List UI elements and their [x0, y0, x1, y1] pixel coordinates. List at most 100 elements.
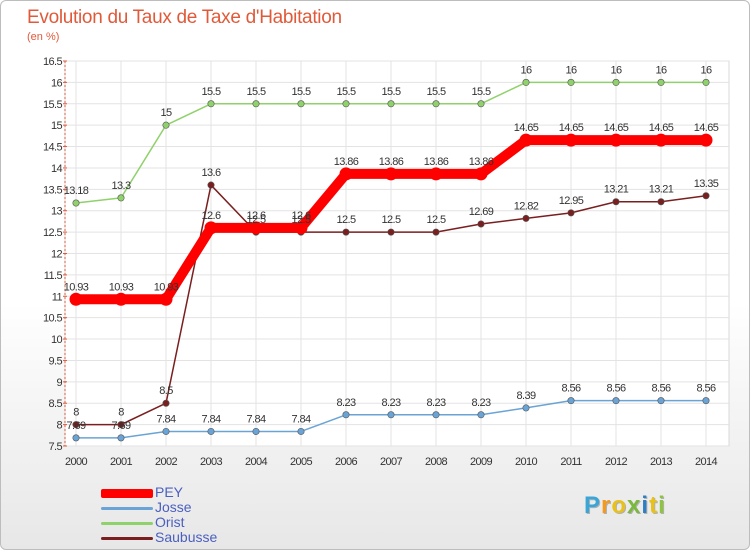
data-point-saubusse — [702, 192, 710, 200]
data-point-josse — [432, 411, 440, 419]
x-tick-label: 2008 — [425, 456, 448, 468]
data-point-saubusse — [162, 399, 170, 407]
chart-subtitle: (en %) — [27, 31, 60, 43]
data-label-orist: 15.5 — [246, 86, 265, 98]
data-label-saubusse: 12.5 — [336, 214, 355, 226]
data-label-josse: 7.84 — [201, 413, 220, 425]
data-point-orist — [207, 100, 215, 108]
data-point-pey — [159, 292, 173, 306]
data-point-josse — [117, 434, 125, 442]
y-tick-label: 9 — [56, 377, 62, 389]
data-label-orist: 15.5 — [291, 86, 310, 98]
data-point-orist — [252, 100, 260, 108]
x-tick-label: 2003 — [200, 456, 223, 468]
y-tick-label: 7.5 — [49, 441, 63, 453]
y-tick-label: 14 — [51, 163, 63, 175]
data-label-josse: 8.23 — [381, 397, 400, 409]
data-point-saubusse — [387, 228, 395, 236]
data-label-orist: 15.5 — [471, 86, 490, 98]
data-label-josse: 7.69 — [66, 420, 85, 432]
data-point-saubusse — [612, 198, 620, 206]
x-tick-label: 2012 — [605, 456, 628, 468]
x-tick-label: 2010 — [515, 456, 538, 468]
data-point-josse — [297, 427, 305, 435]
data-label-josse: 7.69 — [111, 420, 130, 432]
legend-swatch — [101, 488, 153, 498]
data-point-pey — [474, 167, 488, 181]
legend-swatch — [101, 536, 153, 540]
data-label-josse: 7.84 — [291, 413, 310, 425]
logo-letter: P — [584, 492, 602, 519]
logo-letter: o — [611, 492, 628, 519]
data-label-pey: 14.65 — [559, 122, 584, 134]
data-label-orist: 13.3 — [111, 180, 130, 192]
data-label-orist: 15.5 — [336, 86, 355, 98]
data-label-pey: 10.93 — [109, 281, 134, 293]
data-label-josse: 8.56 — [696, 383, 715, 395]
data-point-orist — [432, 100, 440, 108]
data-label-josse: 8.56 — [561, 383, 580, 395]
data-point-josse — [252, 427, 260, 435]
data-label-orist: 15.5 — [381, 86, 400, 98]
logo-letter: x — [627, 492, 642, 519]
data-label-orist: 16 — [610, 64, 622, 76]
data-point-orist — [117, 194, 125, 202]
data-point-pey — [339, 167, 353, 181]
data-label-saubusse: 12.5 — [381, 214, 400, 226]
y-tick-label: 16.5 — [43, 56, 62, 68]
proxiti-logo: Proxiti — [584, 492, 666, 520]
data-label-saubusse: 13.21 — [604, 184, 629, 196]
legend-swatch — [101, 506, 153, 510]
data-point-saubusse — [72, 421, 80, 429]
data-label-orist: 15.5 — [201, 86, 220, 98]
x-tick-label: 2002 — [155, 456, 178, 468]
data-point-saubusse — [522, 214, 530, 222]
data-label-josse: 8.23 — [426, 397, 445, 409]
data-point-pey — [294, 221, 308, 235]
data-label-josse: 8.56 — [606, 383, 625, 395]
data-label-saubusse: 12.5 — [246, 214, 265, 226]
y-tick-label: 11 — [52, 291, 63, 303]
data-label-orist: 15 — [160, 107, 172, 119]
data-point-josse — [207, 427, 215, 435]
data-label-orist: 13.18 — [64, 185, 89, 197]
data-label-pey: 10.93 — [64, 281, 89, 293]
data-point-orist — [612, 78, 620, 86]
data-point-orist — [162, 121, 170, 129]
data-label-orist: 15.5 — [426, 86, 445, 98]
logo-letter: i — [658, 492, 666, 519]
data-point-orist — [657, 78, 665, 86]
chart-title: Evolution du Taux de Taxe d'Habitation — [27, 7, 342, 28]
data-label-josse: 7.84 — [156, 413, 175, 425]
data-point-pey — [654, 133, 668, 147]
data-point-pey — [69, 292, 83, 306]
y-tick-label: 10.5 — [43, 313, 62, 325]
data-point-josse — [477, 411, 485, 419]
logo-letter: i — [641, 492, 650, 519]
data-label-saubusse: 12.5 — [291, 214, 310, 226]
data-point-pey — [204, 221, 218, 235]
x-tick-label: 2013 — [650, 456, 673, 468]
data-point-orist — [297, 100, 305, 108]
data-point-orist — [567, 78, 575, 86]
legend-label: Saubusse — [155, 529, 218, 545]
data-label-pey: 13.86 — [334, 156, 359, 168]
legend-label: Josse — [155, 499, 192, 515]
data-label-saubusse: 8.5 — [159, 385, 173, 397]
data-point-pey — [249, 221, 263, 235]
logo-letter: r — [601, 492, 612, 519]
data-label-saubusse: 13.21 — [649, 184, 674, 196]
x-tick-label: 2004 — [245, 456, 268, 468]
data-label-saubusse: 8 — [73, 407, 79, 419]
data-point-pey — [114, 292, 128, 306]
data-point-saubusse — [207, 181, 215, 189]
data-point-josse — [612, 397, 620, 405]
y-tick-label: 10 — [51, 334, 63, 346]
data-label-pey: 14.65 — [514, 122, 539, 134]
data-point-orist — [522, 78, 530, 86]
data-label-pey: 13.86 — [379, 156, 404, 168]
data-label-pey: 12.6 — [201, 210, 220, 222]
x-tick-label: 2009 — [470, 456, 493, 468]
data-label-saubusse: 13.6 — [201, 167, 220, 179]
